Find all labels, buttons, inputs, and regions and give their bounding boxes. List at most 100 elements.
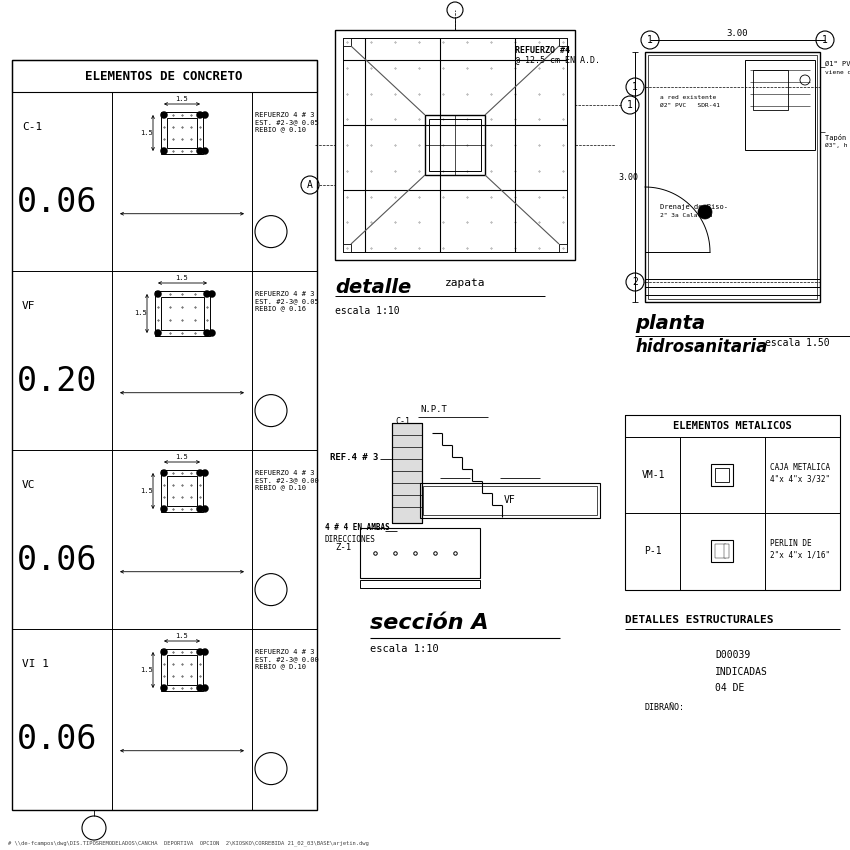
Bar [12, 60, 317, 92]
Text: ELEMENTOS METALICOS: ELEMENTOS METALICOS [672, 421, 791, 431]
Text: INDICADAS: INDICADAS [715, 667, 768, 677]
Circle shape [208, 291, 216, 298]
Circle shape [208, 330, 216, 337]
Text: A: A [307, 180, 313, 190]
Circle shape [201, 649, 208, 655]
Text: VI 1: VI 1 [22, 659, 49, 669]
Text: 0.20: 0.20 [17, 366, 98, 399]
Text: planta: planta [635, 314, 706, 333]
Circle shape [161, 469, 167, 477]
Text: REFUERZO #4: REFUERZO #4 [515, 46, 570, 54]
Bar [360, 528, 480, 578]
Bar [425, 115, 485, 175]
Bar [724, 544, 729, 558]
Circle shape [161, 506, 167, 513]
Text: Ø2" PVC   SDR-41: Ø2" PVC SDR-41 [660, 103, 720, 107]
Text: DIRECCIONES: DIRECCIONES [325, 535, 376, 544]
Circle shape [196, 506, 203, 513]
Bar [343, 38, 351, 46]
Text: viene de la red ppal.: viene de la red ppal. [825, 70, 850, 75]
Text: 1.5: 1.5 [176, 633, 189, 639]
Text: CAJA METALICA: CAJA METALICA [770, 462, 830, 472]
Text: Ø3", h = 0.40m.: Ø3", h = 0.40m. [825, 143, 850, 148]
Bar [161, 649, 203, 691]
Text: zapata: zapata [445, 278, 485, 288]
Text: sección A: sección A [370, 613, 489, 633]
Text: 1.5: 1.5 [140, 488, 153, 494]
Text: a red existente: a red existente [660, 94, 717, 99]
Text: 1.5: 1.5 [134, 310, 147, 316]
Circle shape [155, 291, 162, 298]
Text: VC: VC [22, 480, 36, 490]
Text: escala 1.50: escala 1.50 [765, 338, 830, 348]
Bar [745, 60, 815, 150]
Bar [167, 118, 197, 148]
Bar [420, 483, 600, 518]
Circle shape [161, 684, 167, 692]
Text: REFUERZO 4 # 3
EST. #2-3@ 0.05
REBIO @ 0.10: REFUERZO 4 # 3 EST. #2-3@ 0.05 REBIO @ 0… [255, 112, 319, 132]
Text: 1.5: 1.5 [176, 96, 189, 102]
Text: C-1: C-1 [395, 417, 410, 426]
Circle shape [201, 684, 208, 692]
Bar [12, 60, 317, 810]
Bar [559, 38, 567, 46]
Text: 2" 3a Calavera: 2" 3a Calavera [660, 212, 712, 218]
Bar [645, 52, 820, 302]
Circle shape [201, 506, 208, 513]
Circle shape [155, 330, 162, 337]
Bar [161, 297, 204, 330]
Text: Tapón de Registro: Tapón de Registro [825, 133, 850, 140]
Bar [360, 580, 480, 588]
Text: N.P.T: N.P.T [420, 405, 447, 414]
Bar [392, 423, 422, 523]
Bar [625, 415, 840, 590]
Text: @ 12.5 cm EN A.D.: @ 12.5 cm EN A.D. [515, 55, 600, 65]
Bar [625, 415, 840, 437]
Bar [155, 291, 210, 336]
Circle shape [161, 148, 167, 155]
Text: D00039: D00039 [715, 650, 751, 660]
Text: DETALLES ESTRUCTURALES: DETALLES ESTRUCTURALES [625, 615, 774, 625]
Bar [161, 470, 203, 512]
Text: 2: 2 [632, 277, 638, 287]
Text: 1: 1 [822, 35, 828, 45]
Text: Drenaje de Piso-: Drenaje de Piso- [660, 204, 728, 210]
Text: 0.06: 0.06 [17, 186, 98, 219]
Text: REF.4 # 3: REF.4 # 3 [330, 453, 378, 462]
Circle shape [201, 469, 208, 477]
Circle shape [161, 111, 167, 118]
Bar [715, 468, 729, 482]
Text: detalle: detalle [335, 278, 411, 297]
Text: 1: 1 [647, 35, 653, 45]
Text: ELEMENTOS DE CONCRETO: ELEMENTOS DE CONCRETO [85, 70, 243, 82]
Bar [711, 464, 733, 486]
Text: Ø1" PVC  SDR-26: Ø1" PVC SDR-26 [825, 61, 850, 67]
Circle shape [196, 148, 203, 155]
Text: 3.00: 3.00 [618, 173, 638, 182]
Text: 4 # 4 EN AMBAS: 4 # 4 EN AMBAS [325, 523, 390, 532]
Circle shape [196, 684, 203, 692]
Text: 1: 1 [632, 82, 638, 92]
Text: REFUERZO 4 # 3
EST. #2-3@ 0.00
REBIO @ D.10: REFUERZO 4 # 3 EST. #2-3@ 0.00 REBIO @ D… [255, 470, 319, 490]
Text: 1.5: 1.5 [176, 275, 189, 281]
Bar [559, 244, 567, 252]
Text: P-1: P-1 [644, 546, 662, 556]
Text: escala 1:10: escala 1:10 [335, 306, 400, 316]
Circle shape [201, 111, 208, 118]
Text: PERLIN DE: PERLIN DE [770, 539, 812, 547]
Circle shape [196, 111, 203, 118]
Bar [161, 112, 203, 154]
Text: 2"x 4"x 1/16": 2"x 4"x 1/16" [770, 551, 830, 559]
Circle shape [196, 649, 203, 655]
Text: hidrosanitaria: hidrosanitaria [635, 338, 768, 356]
Circle shape [201, 148, 208, 155]
Text: DIBRAÑO:: DIBRAÑO: [645, 703, 685, 712]
Text: 1: 1 [627, 100, 633, 110]
Text: 1.5: 1.5 [140, 667, 153, 673]
Text: 4"x 4"x 3/32": 4"x 4"x 3/32" [770, 474, 830, 484]
Text: 3.00: 3.00 [726, 29, 748, 37]
Text: VF: VF [504, 495, 516, 505]
Bar [715, 544, 726, 558]
Bar [392, 423, 422, 523]
Bar [343, 38, 567, 252]
